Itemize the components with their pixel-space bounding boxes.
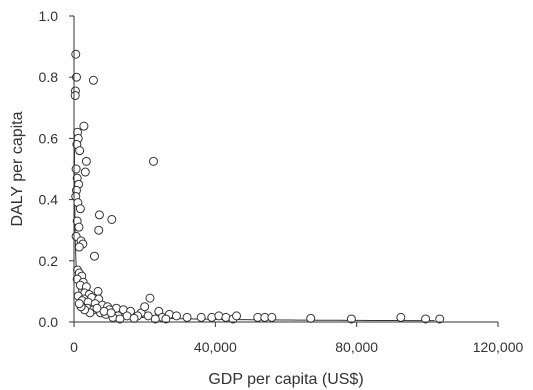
data-point bbox=[75, 204, 85, 214]
data-point bbox=[79, 121, 89, 131]
data-point bbox=[421, 314, 431, 324]
data-point bbox=[94, 225, 104, 235]
trendline bbox=[73, 136, 435, 322]
data-point bbox=[129, 313, 139, 323]
data-point bbox=[81, 156, 91, 166]
x-tick-label: 40,000 bbox=[194, 339, 237, 355]
data-point bbox=[140, 302, 150, 312]
x-tick-label: 0 bbox=[70, 339, 78, 355]
data-point bbox=[435, 314, 445, 324]
data-point bbox=[70, 91, 80, 101]
data-point bbox=[232, 311, 242, 321]
x-axis-title: GDP per capita (US$) bbox=[208, 371, 363, 388]
y-tick-label: 1.0 bbox=[39, 8, 59, 24]
data-point bbox=[267, 312, 277, 322]
points-layer bbox=[70, 49, 445, 324]
x-tick-label: 80,000 bbox=[335, 339, 378, 355]
data-point bbox=[71, 164, 81, 174]
data-point bbox=[196, 312, 206, 322]
data-point bbox=[182, 312, 192, 322]
x-tick-label: 120,000 bbox=[473, 339, 524, 355]
y-tick-label: 0.6 bbox=[39, 130, 59, 146]
y-axis-title: DALY per capita bbox=[9, 111, 26, 226]
axes bbox=[69, 15, 499, 327]
data-point bbox=[396, 312, 406, 322]
tick-labels: 0.0 0.2 0.4 0.6 0.8 1.0 0 40,000 80,000 120,000 bbox=[39, 8, 524, 355]
data-point bbox=[106, 308, 116, 318]
data-point bbox=[145, 293, 155, 303]
data-point bbox=[80, 167, 90, 177]
y-tick-label: 0.0 bbox=[39, 314, 59, 330]
data-point bbox=[306, 313, 316, 323]
data-point bbox=[75, 146, 85, 156]
data-point bbox=[93, 286, 103, 296]
data-point bbox=[88, 75, 98, 85]
data-point bbox=[150, 314, 160, 324]
data-point bbox=[115, 314, 125, 324]
data-point bbox=[74, 222, 84, 232]
data-point bbox=[74, 242, 84, 252]
data-point bbox=[89, 251, 99, 261]
y-tick-label: 0.2 bbox=[39, 253, 59, 269]
data-point bbox=[149, 156, 158, 166]
trendline-layer bbox=[73, 136, 435, 322]
data-point bbox=[94, 210, 104, 220]
y-tick-label: 0.8 bbox=[39, 69, 59, 85]
y-tick-label: 0.4 bbox=[39, 192, 59, 208]
data-point bbox=[171, 311, 181, 321]
data-point bbox=[107, 214, 117, 224]
data-point bbox=[74, 299, 84, 309]
data-point bbox=[71, 49, 81, 59]
data-point bbox=[346, 314, 356, 324]
data-point bbox=[161, 314, 171, 324]
